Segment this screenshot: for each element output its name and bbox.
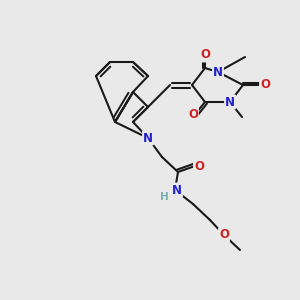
Text: O: O [188,107,198,121]
Text: N: N [143,131,153,145]
Text: O: O [219,229,229,242]
Text: N: N [172,184,182,196]
Text: N: N [213,65,223,79]
Text: O: O [260,79,270,92]
Text: O: O [200,49,210,62]
Text: O: O [194,160,204,172]
Text: N: N [225,95,235,109]
Text: H: H [160,192,168,202]
